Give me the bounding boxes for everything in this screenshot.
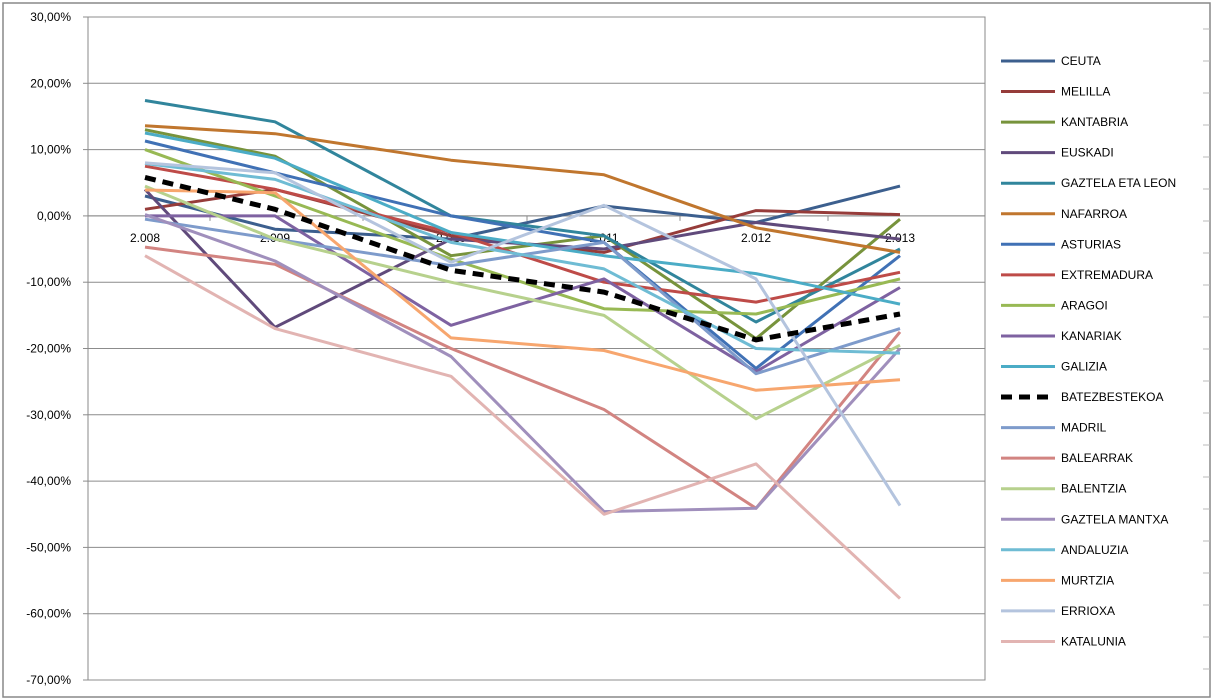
legend-item: KANTABRIA	[1001, 115, 1128, 129]
series-layer	[143, 99, 902, 600]
series-line-extremadura	[144, 164, 901, 304]
legend-item: GAZTELA MANTXA	[1001, 512, 1168, 526]
legend-label: MURTZIA	[1061, 573, 1114, 587]
series-line-balentzia	[144, 184, 901, 421]
y-tick-label: 10,00%	[30, 143, 71, 157]
series-line-balearrak	[144, 245, 902, 510]
legend-item: EUSKADI	[1001, 146, 1114, 160]
series-line-madril	[144, 217, 901, 376]
legend-label: KATALUNIA	[1061, 634, 1126, 648]
y-tick-label: -40,00%	[26, 474, 71, 488]
series-line-katalunia	[144, 254, 902, 600]
legend: CEUTA MELILLA KANTABRIA EUSKADI GAZTELA ETA …	[1001, 54, 1176, 648]
legend-label: EUSKADI	[1061, 146, 1114, 160]
legend-label: GALIZIA	[1061, 360, 1107, 374]
legend-label: ANDALUZIA	[1061, 543, 1128, 557]
legend-item: ERRIOXA	[1001, 604, 1115, 618]
legend-item: BALEARRAK	[1001, 451, 1133, 465]
y-axis: 30,00% 20,00% 10,00% 0,00% -10,00% -20,00% -30…	[26, 10, 88, 687]
series-line-nafarroa	[144, 124, 901, 254]
legend-label: ASTURIAS	[1061, 237, 1121, 251]
legend-label: BATEZBESTEKOA	[1061, 390, 1163, 404]
legend-item: KATALUNIA	[1001, 634, 1126, 648]
legend-item: KANARIAK	[1001, 329, 1122, 343]
legend-item: MELILLA	[1001, 85, 1110, 99]
legend-item: GALIZIA	[1001, 360, 1107, 374]
x-tick-label: 2.013	[885, 231, 915, 245]
series-line-andaluzia	[144, 162, 901, 355]
legend-item: GAZTELA ETA LEON	[1001, 176, 1176, 190]
legend-item: EXTREMADURA	[1001, 268, 1153, 282]
legend-label: ARAGOI	[1061, 298, 1108, 312]
legend-item: BALENTZIA	[1001, 482, 1126, 496]
legend-item: ANDALUZIA	[1001, 543, 1128, 557]
legend-label: EXTREMADURA	[1061, 268, 1153, 282]
series-line-galizia	[144, 131, 901, 306]
series-line-gaztela-eta-leon	[144, 99, 901, 324]
y-tick-label: -60,00%	[26, 607, 71, 621]
legend-item: NAFARROA	[1001, 207, 1127, 221]
legend-label: BALEARRAK	[1061, 451, 1133, 465]
y-tick-label: -50,00%	[26, 540, 71, 554]
legend-item: MADRIL	[1001, 421, 1107, 435]
x-tick-label: 2.008	[130, 231, 160, 245]
legend-label: KANARIAK	[1061, 329, 1122, 343]
legend-item: ASTURIAS	[1001, 237, 1121, 251]
series-line-ceuta	[144, 184, 901, 241]
legend-label: CEUTA	[1061, 54, 1101, 68]
series-line-kanariak	[145, 214, 901, 374]
y-tick-label: -70,00%	[26, 673, 71, 687]
legend-item: MURTZIA	[1001, 573, 1114, 587]
y-tick-label: 20,00%	[30, 76, 71, 90]
series-line-gaztela-mantxa	[144, 213, 902, 514]
y-tick-label: 30,00%	[30, 10, 71, 24]
y-tick-label: -30,00%	[26, 408, 71, 422]
series-line-aragoi	[144, 148, 901, 316]
legend-label: ERRIOXA	[1061, 604, 1115, 618]
series-line-batezbestekoa	[144, 174, 901, 343]
legend-item: CEUTA	[1001, 54, 1101, 68]
y-tick-label: 0,00%	[37, 209, 71, 223]
legend-label: KANTABRIA	[1061, 115, 1128, 129]
x-tick-label: 2.012	[741, 231, 771, 245]
legend-label: BALENTZIA	[1061, 482, 1126, 496]
series-line-errioxa	[144, 161, 902, 507]
y-tick-label: -20,00%	[26, 342, 71, 356]
y-tick-label: -10,00%	[26, 275, 71, 289]
legend-label: MELILLA	[1061, 85, 1110, 99]
legend-item: BATEZBESTEKOA	[1001, 390, 1163, 404]
legend-label: NAFARROA	[1061, 207, 1127, 221]
legend-label: GAZTELA ETA LEON	[1061, 176, 1176, 190]
series-line-murtzia	[144, 188, 901, 392]
legend-label: GAZTELA MANTXA	[1061, 512, 1168, 526]
legend-label: MADRIL	[1061, 421, 1107, 435]
legend-item: ARAGOI	[1001, 298, 1108, 312]
